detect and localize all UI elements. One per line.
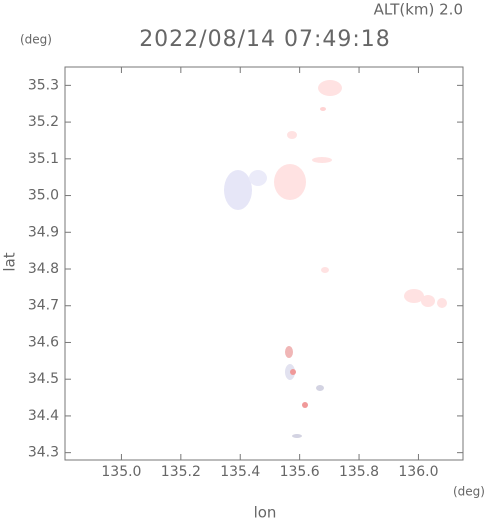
echo xyxy=(287,131,297,139)
x-tick-label: 135.2 xyxy=(161,464,201,480)
y-tick-label: 34.7 xyxy=(28,298,59,314)
echo xyxy=(274,164,306,200)
echo xyxy=(302,402,308,408)
altitude-label: ALT(km) 2.0 xyxy=(374,1,463,19)
y-tick-label: 34.5 xyxy=(28,371,59,387)
chart-title: 2022/08/14 07:49:18 xyxy=(139,27,391,52)
echo xyxy=(437,298,447,308)
x-tick-label: 135.4 xyxy=(220,464,260,480)
echo xyxy=(312,157,332,163)
y-tick-label: 34.9 xyxy=(28,224,59,240)
echo xyxy=(224,170,252,210)
x-unit: (deg) xyxy=(453,485,485,499)
y-unit: (deg) xyxy=(20,33,52,47)
y-tick-label: 35.0 xyxy=(28,188,59,204)
y-tick-label: 34.3 xyxy=(28,445,59,461)
echo xyxy=(421,295,435,307)
echo xyxy=(404,289,424,303)
echo xyxy=(320,107,326,111)
x-tick-label: 135.0 xyxy=(101,464,141,480)
echo xyxy=(249,170,267,186)
x-axis-label: lon xyxy=(254,504,277,521)
echoes xyxy=(224,80,447,438)
x-tick-label: 135.8 xyxy=(339,464,379,480)
x-tick-label: 136.0 xyxy=(398,464,438,480)
echo xyxy=(316,385,324,391)
x-tick-label: 135.6 xyxy=(280,464,320,480)
echo xyxy=(290,369,296,375)
y-tick-label: 34.6 xyxy=(28,334,59,350)
echo xyxy=(285,346,293,358)
y-tick-label: 35.2 xyxy=(28,114,59,130)
y-tick-label: 34.4 xyxy=(28,408,59,424)
echo xyxy=(292,434,302,438)
echo xyxy=(318,80,342,96)
y-axis-label: lat xyxy=(1,252,19,271)
y-tick-label: 34.8 xyxy=(28,261,59,277)
echo xyxy=(321,267,329,273)
y-tick-label: 35.3 xyxy=(28,77,59,93)
plot-frame xyxy=(64,66,464,461)
y-tick-label: 35.1 xyxy=(28,151,59,167)
